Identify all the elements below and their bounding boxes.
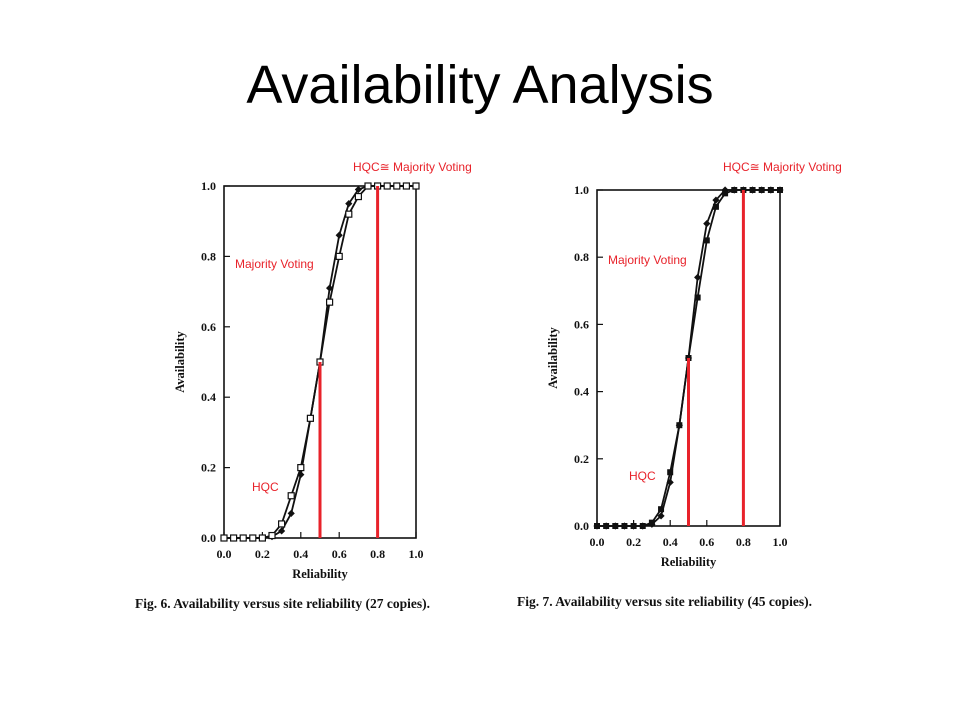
y-tick-label: 0.2	[574, 452, 589, 466]
x-axis-label: Reliability	[292, 567, 348, 581]
annotation-majority-voting: Majority Voting	[235, 257, 314, 271]
x-tick-label: 0.4	[663, 535, 678, 549]
data-point-square	[722, 190, 729, 197]
data-point-square-open	[249, 534, 257, 542]
figure-caption: Fig. 7. Availability versus site reliabi…	[517, 594, 812, 609]
data-point-diamond	[278, 527, 286, 535]
data-point-square	[612, 523, 619, 529]
data-point-diamond	[287, 509, 295, 517]
data-point-square	[639, 523, 646, 529]
data-point-square	[694, 294, 701, 301]
figure-7-chart: 0.0 0.2 0.4 0.6 0.8 1.0 0.0 0.2 0.4 0.6 0.8 1.0 Reli…	[505, 150, 875, 620]
data-point-square	[667, 469, 674, 476]
data-point-square-open	[229, 534, 238, 542]
data-point-square-open	[383, 182, 391, 190]
x-tick-label: 0.0	[217, 547, 232, 561]
annotation-hqc: HQC	[252, 480, 279, 494]
data-point-square	[621, 523, 628, 529]
data-point-square	[658, 506, 665, 513]
data-point-square	[594, 523, 600, 529]
data-point-square	[648, 519, 655, 526]
annotation-majority-voting: Majority Voting	[608, 253, 687, 267]
data-point-diamond	[721, 186, 729, 194]
figure-6-chart: 0.0 0.2 0.4 0.6 0.8 1.0 0.0 0.2 0.4 0.6 0.8 1.0 Reli…	[120, 150, 500, 620]
data-point-square	[731, 187, 738, 193]
data-point-diamond	[703, 220, 711, 228]
data-point-square-open	[345, 210, 353, 218]
x-tick-label: 1.0	[773, 535, 788, 549]
data-point-diamond	[345, 200, 353, 208]
x-tick-label: 0.6	[699, 535, 714, 549]
data-point-square	[630, 523, 637, 529]
data-point-square-open	[258, 534, 266, 542]
x-tick-label: 0.6	[332, 547, 347, 561]
data-point-square	[603, 523, 610, 529]
data-point-square	[777, 187, 783, 193]
y-axis-label: Availability	[546, 326, 560, 388]
x-tick-label: 1.0	[409, 547, 424, 561]
x-tick-label: 0.2	[626, 535, 641, 549]
data-point-diamond	[297, 471, 305, 479]
y-tick-label: 0.0	[574, 519, 589, 533]
data-point-square	[767, 187, 774, 193]
data-point-square	[712, 203, 719, 210]
y-tick-label: 1.0	[574, 183, 589, 197]
y-tick-label: 0.4	[574, 385, 589, 399]
y-tick-label: 0.8	[201, 249, 216, 263]
data-point-square	[676, 422, 683, 429]
y-axis-label: Availability	[173, 330, 187, 392]
x-axis-label: Reliability	[661, 555, 717, 569]
annotation-hqc-equals-majority: HQC≅ Majority Voting	[353, 160, 472, 174]
x-tick-label: 0.2	[255, 547, 270, 561]
data-point-square-open	[354, 192, 362, 201]
figure-7-svg: 0.0 0.2 0.4 0.6 0.8 1.0 0.0 0.2 0.4 0.6 0.8 1.0 Reli…	[546, 183, 788, 569]
data-point-square-open	[306, 414, 314, 422]
y-tick-label: 0.6	[201, 320, 216, 334]
data-point-square-open	[364, 182, 372, 190]
figure-caption: Fig. 6. Availability versus site reliabi…	[135, 596, 430, 611]
data-point-square	[749, 187, 756, 193]
data-point-square-open	[297, 464, 305, 472]
data-point-square-open	[278, 520, 286, 528]
data-point-square	[758, 187, 765, 193]
data-point-diamond	[666, 478, 674, 486]
annotation-hqc-equals-majority: HQC≅ Majority Voting	[723, 160, 842, 174]
figure-6-svg: 0.0 0.2 0.4 0.6 0.8 1.0 0.0 0.2 0.4 0.6 0.8 1.0 Reli…	[173, 179, 424, 581]
data-point-square-open	[239, 534, 247, 542]
x-tick-label: 0.8	[736, 535, 751, 549]
y-tick-label: 0.2	[201, 461, 216, 475]
y-tick-label: 0.8	[574, 250, 589, 264]
data-point-square-open	[412, 182, 420, 190]
slide-title: Availability Analysis	[246, 55, 714, 115]
data-point-square-open	[335, 252, 343, 261]
data-point-square-open	[393, 182, 401, 190]
y-tick-label: 1.0	[201, 179, 216, 193]
data-point-diamond	[335, 231, 343, 239]
y-tick-label: 0.0	[201, 531, 216, 545]
x-tick-label: 0.8	[370, 547, 385, 561]
y-tick-label: 0.6	[574, 317, 589, 331]
data-point-square-open	[268, 531, 276, 540]
data-point-square-open	[287, 492, 295, 500]
data-point-square-open	[402, 182, 410, 190]
x-tick-label: 0.0	[590, 535, 605, 549]
annotation-hqc: HQC	[629, 469, 656, 483]
y-tick-label: 0.4	[201, 390, 216, 404]
data-point-square	[703, 237, 710, 244]
data-point-square-open	[326, 298, 334, 306]
data-point-square-open	[220, 534, 228, 542]
x-tick-label: 0.4	[293, 547, 308, 561]
